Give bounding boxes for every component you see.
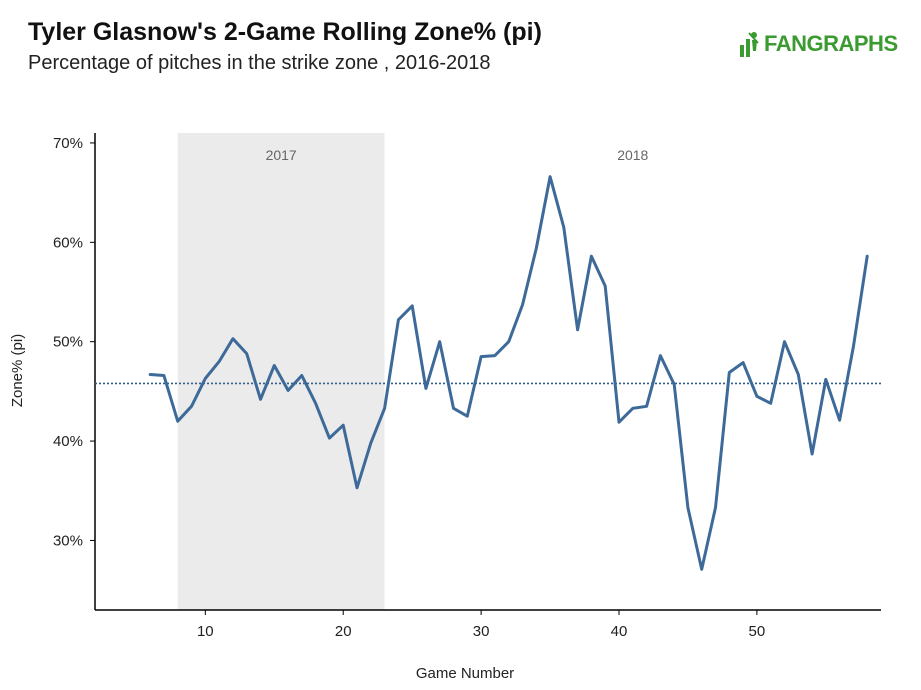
- logo-text: FANGRAPHS: [764, 31, 898, 56]
- x-tick-label: 50: [749, 623, 766, 640]
- x-tick-label: 30: [473, 623, 490, 640]
- y-axis-title: Zone% (pi): [9, 334, 26, 407]
- x-tick-label: 20: [335, 623, 352, 640]
- y-tick-label: 40%: [53, 433, 83, 450]
- chart-subtitle: Percentage of pitches in the strike zone…: [28, 52, 491, 74]
- season-label-2017: 2017: [266, 147, 297, 163]
- series-line: [148, 175, 869, 571]
- season-label-2018: 2018: [617, 147, 648, 163]
- y-tick-label: 60%: [53, 234, 83, 251]
- x-axis-title: Game Number: [416, 665, 514, 682]
- season-band-2017: [177, 133, 385, 610]
- y-tick-label: 30%: [53, 532, 83, 549]
- fangraphs-batter-icon: [740, 32, 759, 57]
- series-group: [148, 175, 869, 571]
- y-tick-label: 50%: [53, 334, 83, 351]
- season-bands: 2017 2018: [177, 133, 649, 610]
- x-tick-label: 40: [611, 623, 628, 640]
- fangraphs-logo: FANGRAPHS: [738, 30, 898, 58]
- axis-labels: Game Number Zone% (pi): [9, 334, 514, 682]
- x-tick-label: 10: [197, 623, 214, 640]
- chart-title: Tyler Glasnow's 2-Game Rolling Zone% (pi…: [28, 18, 542, 46]
- axes: 30% 40% 50% 60% 70% 10 20 30 40 50: [53, 133, 881, 640]
- y-tick-label: 70%: [53, 135, 83, 152]
